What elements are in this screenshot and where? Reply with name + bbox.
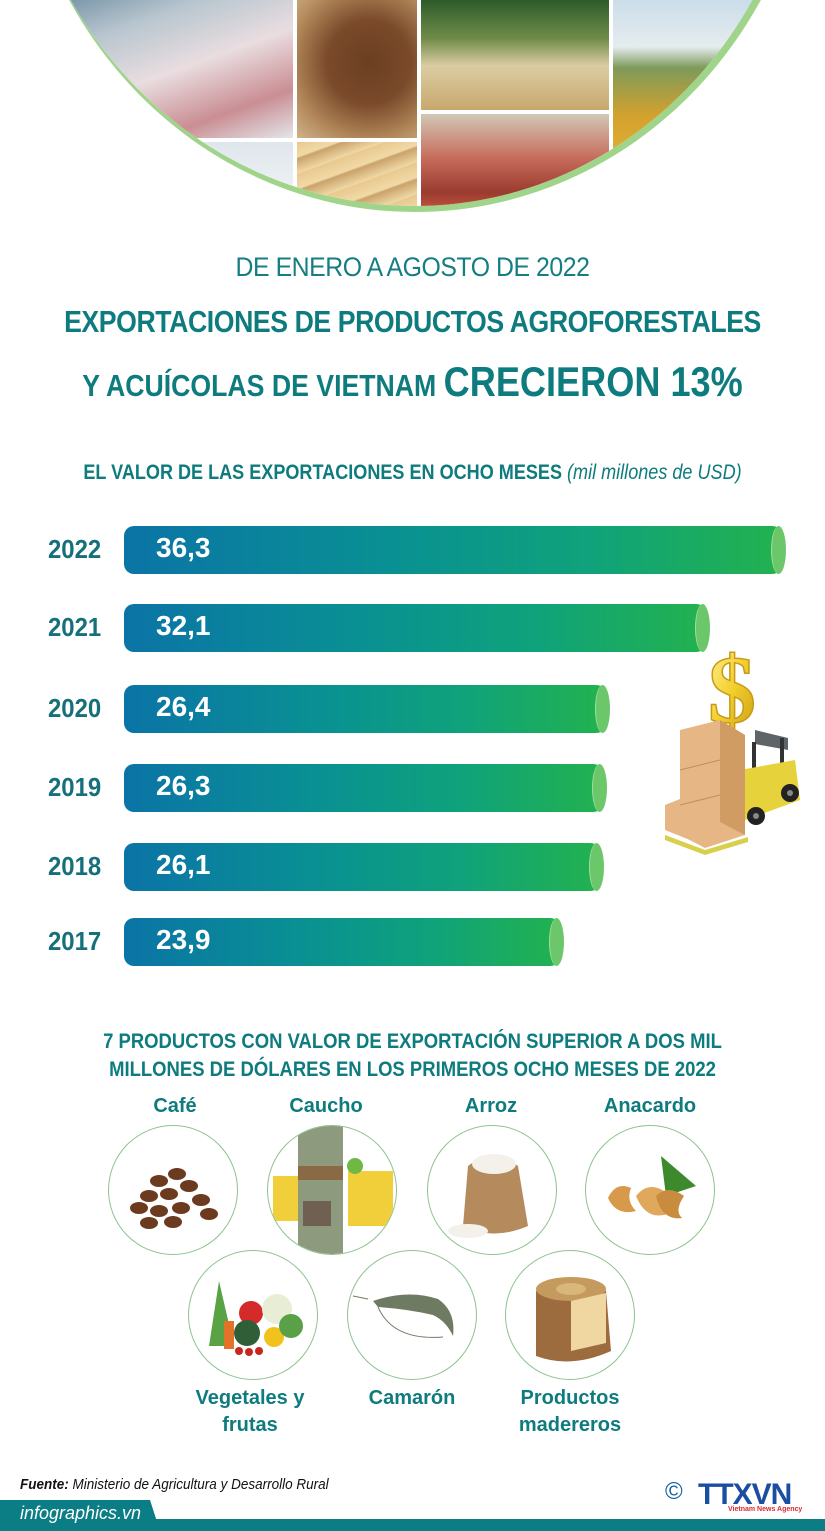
bar-value: 32,1: [156, 610, 211, 641]
photo-rice-sack: [421, 0, 609, 110]
page-title-line2: Y ACUÍCOLAS DE VIETNAM CRECIERON 13%: [58, 358, 768, 406]
chart-title: EL VALOR DE LAS EXPORTACIONES EN OCHO ME…: [58, 461, 768, 485]
subtitle-period: DE ENERO A AGOSTO DE 2022: [235, 252, 590, 282]
footer-bar: [0, 1519, 825, 1531]
bar-value: 26,3: [156, 770, 211, 801]
title-prefix: Y ACUÍCOLAS DE VIETNAM: [82, 368, 444, 403]
bar-row-2022: 2022 36,3: [0, 526, 825, 574]
photo-wood-planks: [297, 142, 417, 206]
bar-row-2019: 2019 26,3: [0, 764, 825, 812]
product-label-camaron: Camarón: [368, 1387, 456, 1409]
product-label-madereros: Productos madereros: [490, 1385, 650, 1439]
photo-coffee-beans: [297, 0, 417, 138]
bar-year-label: 2020: [48, 693, 102, 723]
wood-log-icon: [505, 1250, 635, 1380]
chart-unit: (mil millones de USD): [567, 461, 742, 484]
bar-year-label: 2021: [48, 612, 102, 642]
label-line2: frutas: [222, 1414, 278, 1436]
cashew-icon: [585, 1125, 715, 1255]
bar: 23,9: [124, 918, 564, 966]
shrimp-icon: [347, 1250, 477, 1380]
hero-semicircle: [15, 0, 815, 212]
site-link[interactable]: infographics.vn: [20, 1503, 142, 1523]
chart-title-text: EL VALOR DE LAS EXPORTACIONES EN OCHO ME…: [83, 461, 568, 484]
product-label-arroz: Arroz: [464, 1095, 518, 1117]
bar: 26,4: [124, 685, 610, 733]
copyright-icon: ©: [665, 1478, 683, 1505]
product-label-cafe: Café: [153, 1095, 197, 1117]
photo-fruit-market: [421, 114, 609, 206]
source-note: Fuente: Ministerio de Agricultura y Desa…: [20, 1476, 329, 1493]
bar-row-2020: 2020 26,4: [0, 685, 825, 733]
bar-value: 36,3: [156, 532, 211, 563]
bar-value: 26,1: [156, 849, 211, 880]
bar-value: 26,4: [156, 691, 211, 722]
bar-row-2017: 2017 23,9: [0, 918, 825, 966]
photo-rice-harvester: [613, 0, 807, 206]
bar-row-2021: 2021 32,1: [0, 604, 825, 652]
hero-photo-collage: [0, 0, 825, 215]
vegetables-icon: [188, 1250, 318, 1380]
bar: 36,3: [124, 526, 786, 574]
photo-lab: [15, 142, 293, 206]
footer-tab: [0, 1500, 160, 1531]
bar-year-label: 2017: [48, 926, 102, 956]
products-title-line1: 7 PRODUCTOS CON VALOR DE EXPORTACIÓN SUP…: [103, 1030, 722, 1053]
label-line2: madereros: [518, 1414, 622, 1436]
source-label: Fuente:: [20, 1476, 69, 1493]
title-emphasis: CRECIERON 13%: [443, 358, 743, 405]
product-label-caucho: Caucho: [289, 1095, 363, 1117]
products-title-line2: MILLONES DE DÓLARES EN LOS PRIMEROS OCHO…: [109, 1058, 716, 1081]
ttxvn-logo-subtitle: Vietnam News Agency: [728, 1506, 803, 1513]
photo-fish-processing: [15, 0, 293, 138]
products-title: 7 PRODUCTOS CON VALOR DE EXPORTACIÓN SUP…: [50, 1028, 776, 1084]
bar: 26,3: [124, 764, 607, 812]
source-text: Ministerio de Agricultura y Desarrollo R…: [68, 1476, 329, 1493]
product-label-anacardo: Anacardo: [603, 1095, 697, 1117]
bar: 32,1: [124, 604, 710, 652]
bar: 26,1: [124, 843, 604, 891]
bar-value: 23,9: [156, 924, 211, 955]
label-line1: Productos: [520, 1387, 620, 1409]
coffee-beans-icon: [108, 1125, 238, 1255]
ttxvn-logo: TTXVN: [698, 1478, 792, 1511]
page-title-line1: EXPORTACIONES DE PRODUCTOS AGROFORESTALE…: [64, 304, 761, 339]
label-line1: Vegetales y: [195, 1387, 305, 1409]
bar-year-label: 2019: [48, 772, 102, 802]
forklift-dollar-icon: $: [665, 635, 800, 855]
bar-year-label: 2022: [48, 534, 102, 564]
bar-year-label: 2018: [48, 851, 102, 881]
product-label-vegetales: Vegetales y frutas: [170, 1385, 330, 1439]
rice-sack-icon: [427, 1125, 557, 1255]
bar-row-2018: 2018 26,1: [0, 843, 825, 891]
rubber-tree-icon: [267, 1125, 397, 1255]
